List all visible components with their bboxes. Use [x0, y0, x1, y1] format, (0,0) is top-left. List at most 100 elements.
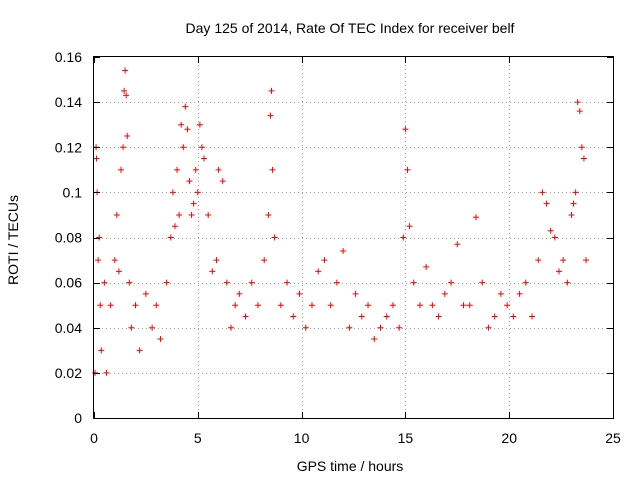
- data-point: [120, 144, 127, 151]
- data-point: [560, 257, 567, 264]
- data-point: [188, 211, 195, 218]
- y-tick-label: 0.02: [55, 365, 82, 381]
- data-point: [423, 263, 430, 270]
- data-point: [149, 324, 156, 331]
- data-point: [556, 268, 563, 275]
- data-point: [352, 290, 359, 297]
- data-point: [236, 290, 243, 297]
- y-tick-label: 0.04: [55, 320, 82, 336]
- data-point: [192, 166, 199, 173]
- data-point: [402, 126, 409, 133]
- data-point: [223, 279, 230, 286]
- y-tick-labels: 0 0.02 0.04 0.06 0.08 0.1 0.12 0.14 0.16: [55, 49, 82, 426]
- data-point: [196, 121, 203, 128]
- data-point: [543, 200, 550, 207]
- data-point: [95, 257, 102, 264]
- data-point: [122, 67, 129, 74]
- data-point: [400, 234, 407, 241]
- x-tick-label: 25: [605, 430, 621, 446]
- y-tick-label: 0.14: [55, 94, 82, 110]
- y-tick-label: 0.12: [55, 139, 82, 155]
- data-point: [572, 189, 579, 196]
- y-tick-label: 0.06: [55, 275, 82, 291]
- data-point: [124, 132, 131, 139]
- data-point: [448, 279, 455, 286]
- data-point: [123, 92, 130, 99]
- data-point: [117, 166, 124, 173]
- plot-frame: [93, 56, 614, 419]
- data-point: [583, 257, 590, 264]
- data-point: [296, 290, 303, 297]
- data-point: [186, 178, 193, 185]
- x-tick-labels: 0 5 10 15 20 25: [90, 430, 621, 446]
- data-point: [163, 279, 170, 286]
- y-tick-label: 0.08: [55, 230, 82, 246]
- data-point: [93, 155, 100, 162]
- data-point: [346, 324, 353, 331]
- data-point: [290, 313, 297, 320]
- data-point: [327, 302, 334, 309]
- data-point: [228, 324, 235, 331]
- data-point: [416, 302, 423, 309]
- data-point: [396, 324, 403, 331]
- data-point: [215, 166, 222, 173]
- data-point: [171, 223, 178, 230]
- data-point: [178, 121, 185, 128]
- x-tick-label: 20: [501, 430, 517, 446]
- data-point: [574, 99, 581, 106]
- data-point: [358, 313, 365, 320]
- data-point: [184, 126, 191, 133]
- data-point: [466, 302, 473, 309]
- data-point: [570, 200, 577, 207]
- data-point: [365, 302, 372, 309]
- data-point: [460, 302, 467, 309]
- data-point: [205, 211, 212, 218]
- data-point: [472, 214, 479, 221]
- data-point: [248, 279, 255, 286]
- data-point: [176, 211, 183, 218]
- data-point: [315, 268, 322, 275]
- data-point: [103, 369, 110, 376]
- data-point: [269, 166, 276, 173]
- data-point: [219, 178, 226, 185]
- data-points: [92, 67, 590, 376]
- data-point: [136, 347, 143, 354]
- data-point: [255, 302, 262, 309]
- data-point: [485, 324, 492, 331]
- data-point: [232, 302, 239, 309]
- data-point: [529, 313, 536, 320]
- y-tick-label: 0.1: [63, 184, 83, 200]
- chart-title: Day 125 of 2014, Rate Of TEC Index for r…: [186, 20, 515, 36]
- data-point: [308, 302, 315, 309]
- data-point: [284, 279, 291, 286]
- data-point: [97, 302, 104, 309]
- data-point: [321, 257, 328, 264]
- data-point: [383, 313, 390, 320]
- data-point: [268, 87, 275, 94]
- data-point: [371, 336, 378, 343]
- data-point: [169, 189, 176, 196]
- data-point: [504, 302, 511, 309]
- data-point: [454, 241, 461, 248]
- data-point: [547, 227, 554, 234]
- data-point: [209, 268, 216, 275]
- grid-lines: [94, 57, 613, 418]
- data-point: [98, 347, 105, 354]
- data-point: [564, 279, 571, 286]
- data-point: [101, 279, 108, 286]
- x-tick-label: 5: [194, 430, 202, 446]
- data-point: [277, 302, 284, 309]
- data-point: [271, 234, 278, 241]
- x-tick-label: 15: [398, 430, 414, 446]
- data-point: [201, 155, 208, 162]
- x-tick-label: 10: [294, 430, 310, 446]
- data-point: [389, 302, 396, 309]
- data-point: [491, 313, 498, 320]
- data-point: [157, 336, 164, 343]
- data-point: [576, 108, 583, 115]
- data-point: [242, 313, 249, 320]
- y-tick-label: 0.16: [55, 49, 82, 65]
- data-point: [115, 268, 122, 275]
- data-point: [142, 290, 149, 297]
